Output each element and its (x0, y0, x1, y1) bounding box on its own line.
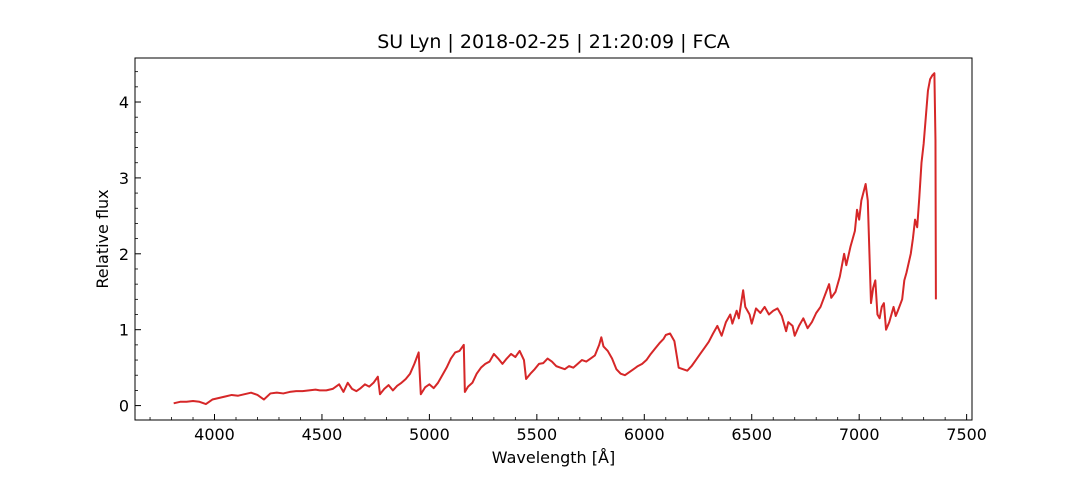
y-tick-label: 0 (119, 397, 129, 416)
y-axis: 0 1 2 3 4 (119, 71, 141, 416)
y-tick-label: 2 (119, 245, 129, 264)
y-tick-label: 4 (119, 93, 129, 112)
y-axis-label: Relative flux (93, 189, 112, 288)
x-tick-label: 7000 (839, 425, 880, 444)
x-tick-label: 7500 (946, 425, 987, 444)
x-axis: 4000 4500 5000 5500 6000 6500 7000 7500 (149, 414, 987, 444)
chart-title: SU Lyn | 2018-02-25 | 21:20:09 | FCA (377, 31, 730, 53)
x-tick-label: 4000 (194, 425, 235, 444)
x-tick-label: 6000 (624, 425, 665, 444)
y-tick-label: 3 (119, 169, 129, 188)
x-tick-label: 5000 (409, 425, 450, 444)
x-tick-label: 6500 (731, 425, 772, 444)
x-axis-label: Wavelength [Å] (492, 448, 615, 467)
x-tick-label: 5500 (516, 425, 557, 444)
x-tick-label: 4500 (302, 425, 343, 444)
y-tick-label: 1 (119, 321, 129, 340)
spectrum-line (173, 72, 937, 406)
